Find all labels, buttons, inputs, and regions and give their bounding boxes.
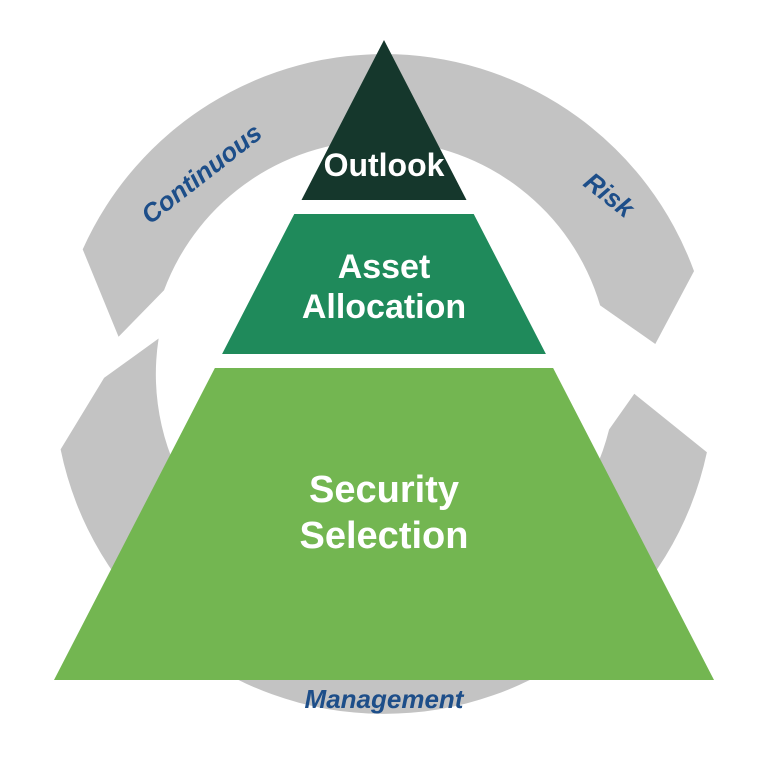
label-selection: Selection	[300, 515, 469, 557]
label-outlook: Outlook	[324, 147, 445, 183]
diagram-svg: Outlook Asset Allocation Security Select…	[0, 0, 768, 768]
label-allocation: Allocation	[302, 288, 466, 326]
investment-pyramid-diagram: Outlook Asset Allocation Security Select…	[0, 0, 768, 768]
label-asset: Asset	[338, 248, 431, 286]
ring-label-management: Management	[305, 684, 465, 714]
label-security: Security	[309, 469, 459, 511]
